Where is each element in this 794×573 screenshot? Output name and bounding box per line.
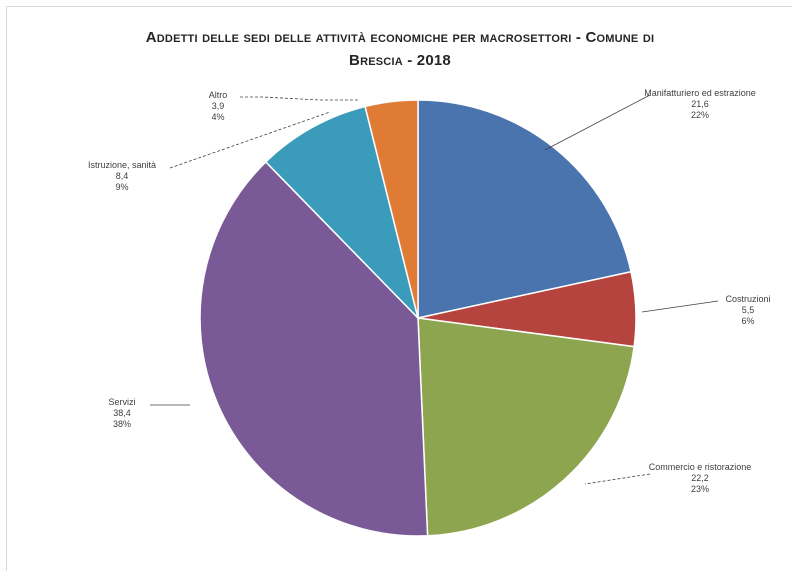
pie-slice-servizi (199, 160, 429, 537)
pie-slice-istruzione-sanit (264, 105, 420, 321)
slice-label-percent: 6% (741, 316, 754, 326)
chart-title: Addetti delle sedi delle attività econom… (60, 26, 740, 72)
slice-label-value: 21,6 (691, 99, 709, 109)
slice-label-percent: 4% (211, 112, 224, 122)
slice-label-name: Commercio e ristorazione (649, 462, 752, 472)
slice-label-percent: 38% (113, 419, 131, 429)
slice-label-name: Altro (209, 90, 228, 100)
slice-label-value: 8,4 (116, 171, 129, 181)
slice-label-value: 22,2 (691, 473, 709, 483)
chart-title-line-2: Brescia - 2018 (349, 52, 451, 69)
slice-label-value: 3,9 (212, 101, 225, 111)
chart-title-line-1: Addetti delle sedi delle attività econom… (145, 29, 655, 46)
pie-slice-manifatturiero-ed-estrazione (417, 99, 632, 319)
leader-line (544, 94, 651, 151)
leader-line (169, 111, 331, 169)
pie-slice-commercio-e-ristorazione (417, 317, 635, 537)
slice-label-name: Istruzione, sanità (88, 160, 156, 170)
slice-label-value: 38,4 (113, 408, 131, 418)
slice-label-percent: 9% (115, 182, 128, 192)
leader-line (641, 300, 719, 313)
leader-line (584, 473, 651, 485)
pie-slice-altro (364, 99, 419, 319)
slice-label-name: Costruzioni (725, 294, 770, 304)
leader-line (240, 96, 360, 101)
slice-label-name: Servizi (108, 397, 135, 407)
slice-label-percent: 23% (691, 484, 709, 494)
slice-label-name: Manifatturiero ed estrazione (644, 88, 756, 98)
slice-label-percent: 22% (691, 110, 709, 120)
slice-label-value: 5,5 (742, 305, 755, 315)
